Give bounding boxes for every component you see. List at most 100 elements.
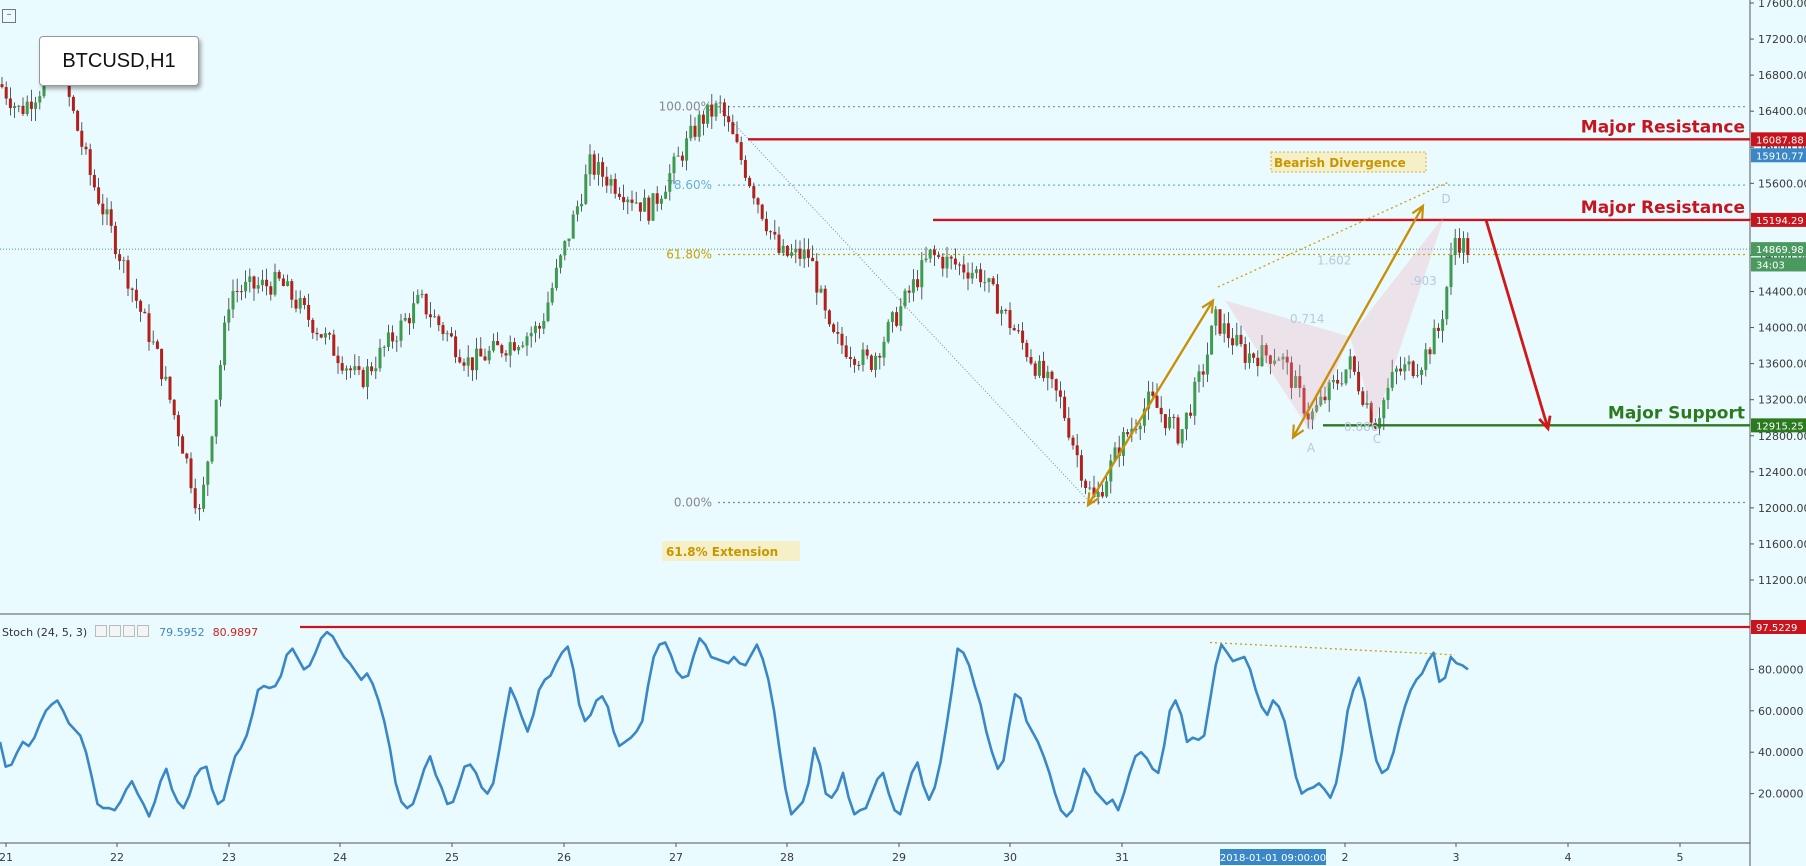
time-tick-label: 21 xyxy=(0,851,13,864)
candle-body xyxy=(878,355,882,358)
candle-body xyxy=(1399,368,1403,372)
settings-icon[interactable] xyxy=(109,624,122,637)
candle-body xyxy=(1029,357,1033,364)
price-tag-label: 15910.77 xyxy=(1756,151,1804,162)
candle-body xyxy=(1256,357,1260,367)
candle-body xyxy=(722,102,726,117)
candle-body xyxy=(916,279,920,288)
level-label: Major Support xyxy=(1608,403,1745,423)
time-tick-label: 26 xyxy=(557,851,571,864)
extension-box xyxy=(662,541,800,561)
candle-body xyxy=(349,368,353,371)
candle-body xyxy=(832,324,836,332)
candle-body xyxy=(1071,437,1075,446)
price-tick-label: 13600.00 xyxy=(1758,358,1806,371)
candle-body xyxy=(1357,371,1361,392)
arrow-a-to-x-head xyxy=(1201,298,1215,314)
candle-body xyxy=(1441,319,1445,331)
candle-body xyxy=(1415,375,1419,377)
candle-body xyxy=(1004,309,1008,311)
candle-body xyxy=(1063,396,1067,419)
extension-label: 61.8% Extension xyxy=(666,545,778,559)
candle-body xyxy=(437,316,441,326)
candle-body xyxy=(664,191,668,199)
candle-body xyxy=(727,116,731,123)
time-tick-label: 4 xyxy=(1565,851,1572,864)
candle-body xyxy=(420,293,424,295)
price-tick-label: 13200.00 xyxy=(1758,394,1806,407)
candle-body xyxy=(1462,238,1466,253)
candle-body xyxy=(941,256,945,269)
candle-body xyxy=(617,193,621,197)
indicator-controls[interactable] xyxy=(95,624,151,640)
price-tick-label: 12800.00 xyxy=(1758,430,1806,443)
candle-body xyxy=(1134,428,1138,430)
candle-body xyxy=(0,84,4,88)
candle-body xyxy=(1016,330,1020,332)
candle-body xyxy=(1037,360,1041,376)
price-tag xyxy=(1751,132,1806,147)
candle-body xyxy=(319,334,323,338)
candle-body xyxy=(336,355,340,364)
fibonacci-levels: 100.00% 78.60% 61.80% 0.00% xyxy=(659,100,1745,509)
candle-body xyxy=(1197,371,1201,382)
candle-body xyxy=(517,346,521,351)
candle-body xyxy=(785,245,789,256)
candle-body xyxy=(672,156,676,174)
candle-body xyxy=(130,288,134,290)
candle-body xyxy=(819,288,823,293)
time-tick-label: 29 xyxy=(892,851,906,864)
plus-icon[interactable] xyxy=(123,624,136,637)
price-tag xyxy=(1751,212,1806,227)
candle-body xyxy=(1340,383,1344,385)
candle-body xyxy=(983,282,987,284)
candle-body xyxy=(693,125,697,137)
candle-body xyxy=(1075,445,1079,456)
candle-body xyxy=(559,255,563,268)
candle-body xyxy=(164,376,168,380)
chart-menu-icon[interactable]: – xyxy=(2,9,16,23)
candle-body xyxy=(1260,345,1264,367)
candle-body xyxy=(550,288,554,303)
candle-body xyxy=(571,214,575,239)
candle-body xyxy=(428,314,432,318)
candle-body xyxy=(302,297,306,305)
candle-body xyxy=(748,177,752,187)
candle-body xyxy=(244,281,248,292)
candle-body xyxy=(252,276,256,289)
candle-body xyxy=(857,364,861,366)
candle-body xyxy=(542,320,546,329)
stochastic-line xyxy=(0,630,1469,818)
candle-body xyxy=(370,366,374,372)
time-tick-label: 28 xyxy=(780,851,794,864)
candle-body xyxy=(391,332,395,342)
candle-body xyxy=(365,366,369,388)
candle-body xyxy=(403,317,407,321)
candle-body xyxy=(1294,376,1298,388)
time-tick-label: 30 xyxy=(1003,851,1017,864)
candle-body xyxy=(647,197,651,221)
arrow-b-to-d xyxy=(1292,205,1424,439)
candle-body xyxy=(840,333,844,346)
eye-icon[interactable] xyxy=(95,624,108,637)
candle-body xyxy=(281,278,285,287)
candle-body xyxy=(1121,432,1125,456)
candle-body xyxy=(449,333,453,337)
candle-body xyxy=(307,304,311,320)
candle-body xyxy=(496,341,500,346)
candle-body xyxy=(1348,356,1352,370)
candle-body xyxy=(214,399,218,437)
candle-body xyxy=(1054,379,1058,391)
price-tag-label: 12915.25 xyxy=(1756,421,1804,432)
stoch-tick-label: 60.0000 xyxy=(1758,705,1804,718)
candle-body xyxy=(638,202,642,212)
candle-body xyxy=(848,357,852,359)
candle-body xyxy=(1306,413,1310,420)
candle-body xyxy=(1042,360,1046,379)
close-icon[interactable] xyxy=(137,624,150,637)
price-tick-label: 12400.00 xyxy=(1758,466,1806,479)
candle-body xyxy=(979,269,983,283)
candle-body xyxy=(248,276,252,282)
candle-body xyxy=(928,249,932,259)
